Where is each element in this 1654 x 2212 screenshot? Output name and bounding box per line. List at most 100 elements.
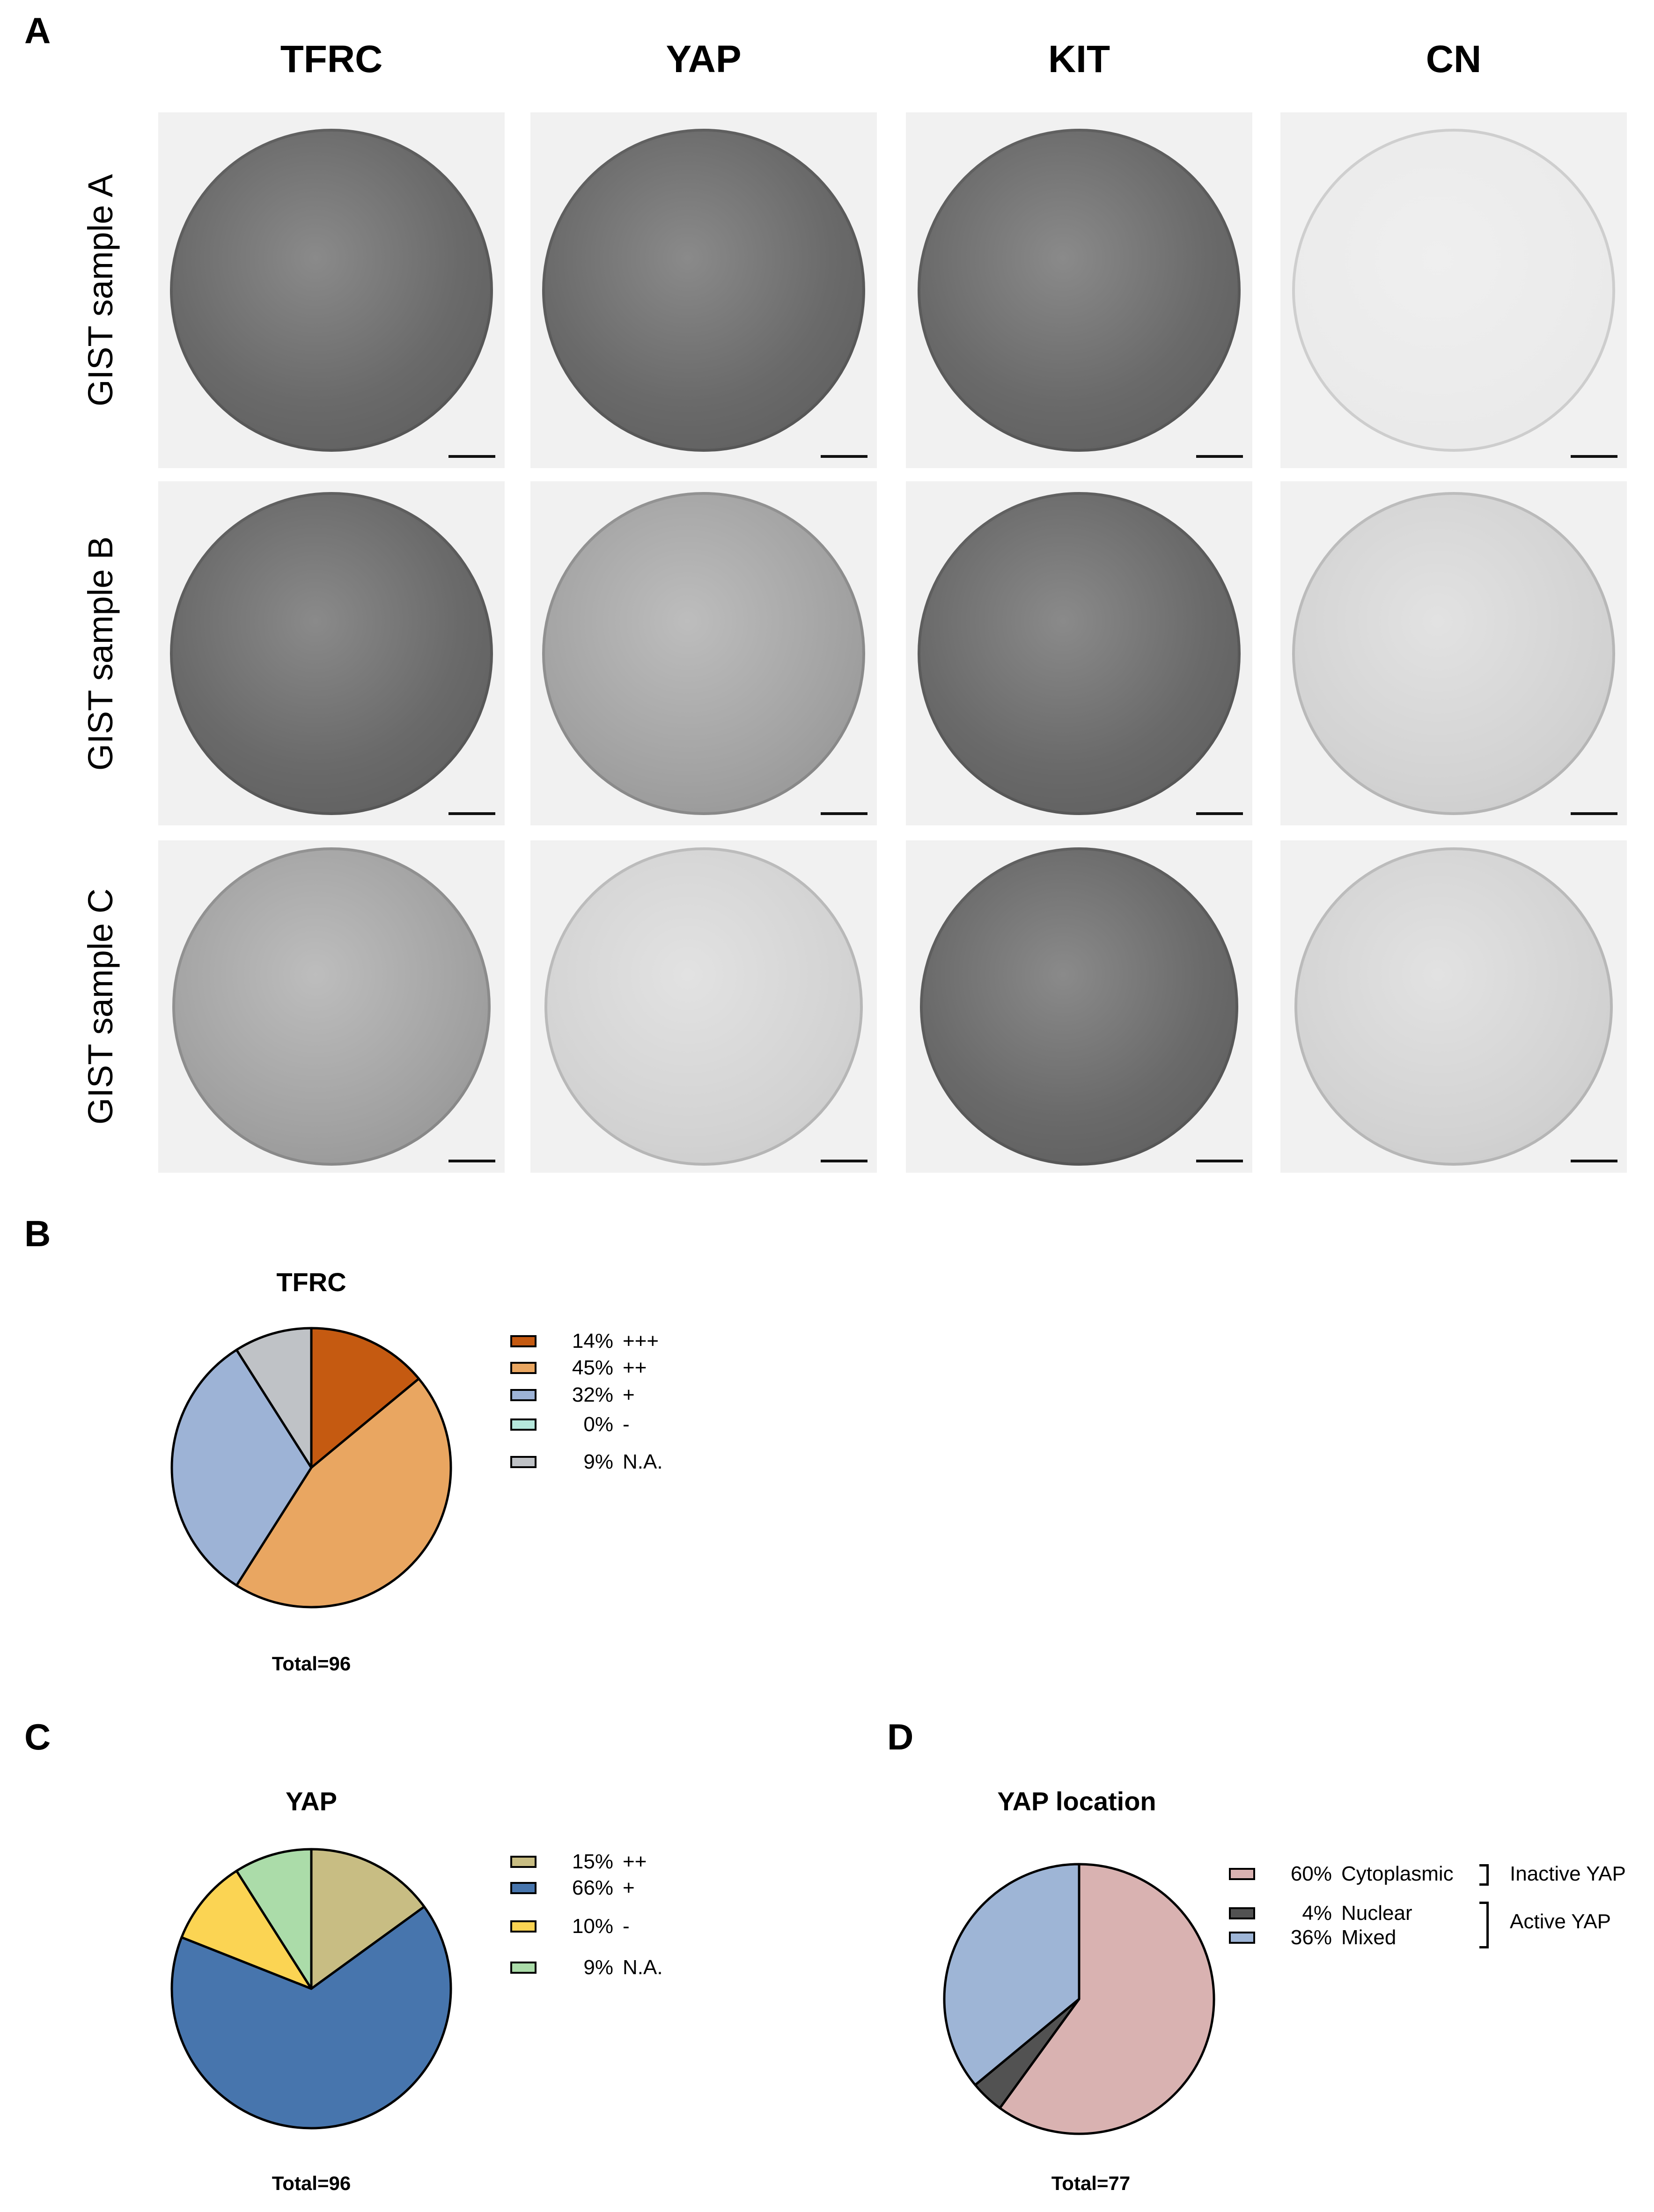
- scale-bar: [1571, 455, 1617, 458]
- column-header-cn: CN: [1426, 38, 1482, 81]
- scale-bar: [821, 455, 867, 458]
- pie-slice--0: [310, 1848, 426, 1990]
- scale-bar: [821, 812, 867, 815]
- tissue-core-disc: [170, 492, 493, 815]
- scale-bar: [1571, 1160, 1617, 1162]
- tissue-core-disc: [920, 847, 1238, 1166]
- pie-slice-na-4: [235, 1327, 313, 1469]
- legend-label: -: [623, 1915, 630, 1938]
- legend-swatch: [510, 1962, 537, 1974]
- tissue-core-disc: [172, 847, 491, 1166]
- column-header-kit: KIT: [1048, 38, 1110, 81]
- pie-slice-mixed-2: [943, 1863, 1081, 2087]
- pie-slice-na-3: [235, 1848, 313, 1990]
- tissue-core-disc: [542, 129, 865, 452]
- pie-slice--2: [180, 1869, 313, 1990]
- legend-label: Mixed: [1341, 1926, 1397, 1949]
- legend-percent: 10%: [572, 1915, 613, 1938]
- scale-bar: [448, 812, 495, 815]
- yap-location-total: Total=77: [1051, 2172, 1131, 2194]
- tissue-core-disc: [1292, 492, 1615, 815]
- legend-swatch: [510, 1456, 537, 1468]
- tissue-core-cn-sample-a: [1280, 112, 1627, 468]
- pie-slice--0: [310, 1327, 420, 1469]
- row-label-sample-b: GIST sample B: [81, 536, 120, 771]
- legend-label: +++: [623, 1330, 659, 1352]
- panel-letter-d: D: [887, 1716, 914, 1757]
- tissue-core-disc: [918, 129, 1241, 452]
- inactive-yap-label: Inactive YAP: [1510, 1862, 1626, 1885]
- tissue-core-tfrc-sample-a: [158, 112, 505, 468]
- legend-percent: 45%: [572, 1356, 613, 1379]
- panel-letter-a: A: [24, 10, 51, 51]
- tissue-core-disc: [918, 492, 1241, 815]
- tissue-core-cn-sample-c: [1280, 840, 1627, 1173]
- scale-bar: [1196, 812, 1243, 815]
- tissue-core-cn-sample-b: [1280, 481, 1627, 825]
- scale-bar: [1196, 455, 1243, 458]
- scale-bar: [1571, 812, 1617, 815]
- legend-percent: 32%: [572, 1383, 613, 1406]
- tissue-core-yap-sample-b: [530, 481, 877, 825]
- tissue-core-disc: [542, 492, 865, 815]
- row-label-sample-a: GIST sample A: [81, 174, 120, 407]
- legend-label: ++: [623, 1356, 647, 1379]
- tfrc-total: Total=96: [272, 1653, 351, 1675]
- tissue-core-kit-sample-a: [906, 112, 1252, 468]
- yap-pie-chart: [170, 1848, 452, 2130]
- legend-swatch: [510, 1335, 537, 1347]
- scale-bar: [448, 455, 495, 458]
- column-header-tfrc: TFRC: [280, 38, 383, 81]
- tissue-core-disc: [1292, 129, 1615, 452]
- legend-swatch: [510, 1362, 537, 1374]
- legend-swatch: [510, 1882, 537, 1894]
- pie-slice--1: [235, 1377, 452, 1609]
- scale-bar: [821, 1160, 867, 1162]
- inactive-yap-bracket: [1479, 1864, 1489, 1886]
- tfrc-pie-chart: [170, 1327, 452, 1609]
- legend-percent: 9%: [583, 1450, 613, 1473]
- column-header-yap: YAP: [666, 38, 742, 81]
- pie-slice--2: [170, 1348, 313, 1587]
- yap-location-pie-title: YAP location: [997, 1786, 1156, 1816]
- legend-label: Nuclear: [1341, 1902, 1412, 1925]
- tissue-core-kit-sample-c: [906, 840, 1252, 1173]
- legend-label: N.A.: [623, 1956, 663, 1979]
- tissue-core-kit-sample-b: [906, 481, 1252, 825]
- legend-label: +: [623, 1876, 635, 1899]
- legend-label: -: [623, 1413, 630, 1436]
- legend-swatch: [510, 1856, 537, 1868]
- legend-percent: 66%: [572, 1876, 613, 1899]
- tissue-core-yap-sample-a: [530, 112, 877, 468]
- row-label-sample-c: GIST sample C: [81, 888, 120, 1125]
- legend-percent: 4%: [1302, 1902, 1332, 1925]
- tissue-core-tfrc-sample-c: [158, 840, 505, 1173]
- legend-percent: 60%: [1290, 1862, 1332, 1885]
- legend-swatch: [510, 1418, 537, 1431]
- yap-total: Total=96: [272, 2172, 351, 2194]
- legend-label: N.A.: [623, 1450, 663, 1473]
- legend-percent: 36%: [1290, 1926, 1332, 1949]
- tissue-core-disc: [170, 129, 493, 452]
- legend-swatch: [1229, 1932, 1255, 1944]
- legend-label: +: [623, 1383, 635, 1406]
- scale-bar: [448, 1160, 495, 1162]
- legend-percent: 14%: [572, 1330, 613, 1352]
- legend-percent: 15%: [572, 1850, 613, 1873]
- legend-label: Cytoplasmic: [1341, 1862, 1454, 1885]
- tissue-core-disc: [544, 847, 863, 1166]
- yap-pie-title: YAP: [285, 1786, 337, 1816]
- tissue-core-tfrc-sample-b: [158, 481, 505, 825]
- tfrc-pie-title: TFRC: [276, 1267, 346, 1297]
- legend-swatch: [510, 1920, 537, 1933]
- scale-bar: [1196, 1160, 1243, 1162]
- legend-swatch: [510, 1389, 537, 1401]
- panel-letter-b: B: [24, 1213, 51, 1254]
- tissue-core-disc: [1294, 847, 1613, 1166]
- legend-label: ++: [623, 1850, 647, 1873]
- legend-percent: 0%: [583, 1413, 613, 1436]
- yap-location-pie-chart: [943, 1863, 1215, 2135]
- tissue-core-yap-sample-c: [530, 840, 877, 1173]
- legend-percent: 9%: [583, 1956, 613, 1979]
- active-yap-bracket: [1479, 1902, 1489, 1948]
